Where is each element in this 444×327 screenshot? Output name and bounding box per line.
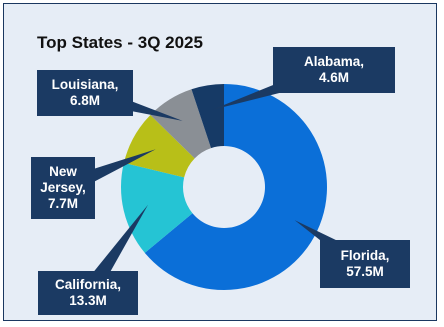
label-louisiana-line1: Louisiana, [51,77,119,92]
chart-title: Top States - 3Q 2025 [37,33,203,52]
label-alabama: Alabama, 4.6M [273,47,395,93]
slices-group [121,84,328,290]
label-louisiana-line2: 6.8M [69,93,100,108]
slice-new-jersey [123,114,195,178]
label-louisiana: Louisiana, 6.8M [37,70,133,116]
chart-card: Top States - 3Q 2025 Alabama, 4.6M Louis… [3,3,437,321]
label-florida-line2: 57.5M [346,264,384,279]
label-florida-line1: Florida, [340,248,390,263]
label-florida: Florida, 57.5M [320,240,410,288]
donut-chart [59,61,370,299]
slice-florida [144,84,328,290]
label-new-jersey-line1: New [49,164,77,179]
label-new-jersey: New Jersey, 7.7M [31,157,95,219]
label-california-line1: California, [54,277,121,292]
label-alabama-line1: Alabama, [303,54,365,69]
slice-california [121,162,193,253]
slice-louisiana [150,89,212,159]
label-new-jersey-line3: 7.7M [47,196,78,211]
label-california-line2: 13.3M [69,293,107,308]
slice-alabama [191,84,224,149]
label-alabama-line2: 4.6M [318,70,349,85]
label-new-jersey-line2: Jersey, [40,180,86,195]
label-california: California, 13.3M [38,271,138,315]
